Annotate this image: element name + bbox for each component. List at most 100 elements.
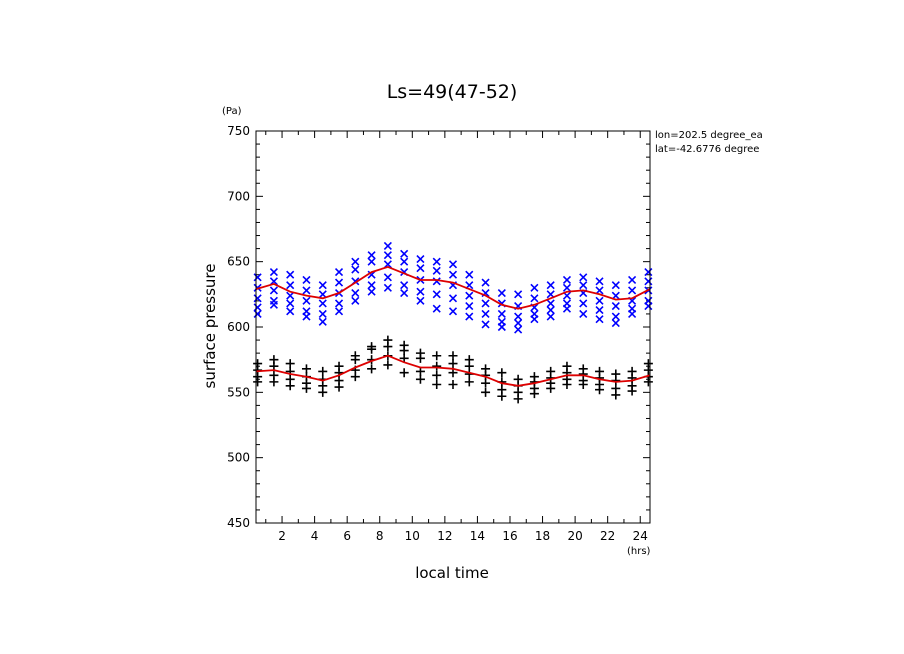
x-marker-point — [400, 288, 409, 298]
plus-marker-point — [367, 344, 377, 354]
x-marker-point — [611, 302, 620, 311]
x-marker-point — [286, 281, 295, 290]
x-marker-point — [546, 281, 555, 290]
x-tick-label: 16 — [502, 529, 517, 543]
plus-marker-point — [562, 379, 572, 389]
x-marker-point — [530, 294, 539, 303]
x-marker-point — [481, 320, 490, 329]
plus-marker-point — [513, 394, 523, 404]
y-tick-label: 750 — [227, 124, 250, 138]
x-marker-point — [465, 291, 474, 300]
x-marker-point — [367, 251, 376, 260]
chart-title: Ls=49(47-52) — [387, 81, 518, 103]
x-tick-label: 20 — [567, 529, 582, 543]
lat-annotation: lat=-42.6776 degree — [655, 144, 759, 155]
x-marker-point — [383, 260, 392, 269]
x-marker-point — [318, 309, 327, 318]
plus-marker-point — [350, 372, 360, 382]
y-tick-label: 500 — [227, 451, 250, 465]
x-marker-point — [351, 265, 360, 274]
x-marker-point — [318, 317, 327, 326]
plus-marker-point — [448, 351, 458, 361]
plus-marker-point — [318, 366, 328, 376]
x-marker-point — [302, 286, 311, 295]
x-marker-point — [530, 283, 539, 292]
x-marker-point — [383, 241, 392, 251]
x-marker-point — [269, 268, 278, 277]
x-marker-point — [562, 275, 572, 285]
x-marker-point — [530, 315, 539, 324]
x-tick-label: 10 — [405, 529, 420, 543]
plus-marker-point — [448, 379, 458, 389]
x-marker-point — [497, 288, 506, 298]
x-marker-point — [269, 286, 278, 295]
x-marker-point — [595, 277, 604, 286]
x-marker-point — [286, 291, 295, 300]
x-marker-point — [286, 299, 295, 308]
x-marker-point — [644, 277, 653, 286]
x-marker-point — [400, 249, 409, 258]
x-marker-point — [253, 309, 262, 318]
x-marker-point — [546, 305, 555, 315]
x-marker-point — [628, 309, 637, 318]
x-marker-point — [448, 294, 458, 303]
x-marker-point — [546, 299, 555, 308]
x-marker-point — [465, 270, 474, 279]
x-marker-point — [514, 290, 523, 299]
plus-marker-point — [269, 377, 279, 387]
x-marker-point — [497, 309, 506, 318]
plus-marker-point — [432, 379, 442, 389]
x-marker-point — [416, 254, 425, 264]
plus-marker-point — [383, 342, 393, 352]
plus-marker-point — [367, 364, 377, 374]
x-marker-point — [579, 309, 588, 318]
x-marker-point — [334, 268, 344, 277]
plus-marker-point — [334, 382, 344, 392]
y-tick-label: 600 — [227, 320, 250, 334]
x-marker-point — [334, 299, 344, 308]
x-marker-point — [367, 270, 376, 279]
plus-marker-point — [578, 379, 588, 389]
plus-marker-point — [350, 355, 360, 365]
x-marker-point — [595, 296, 604, 305]
x-marker-point — [334, 307, 344, 316]
plus-marker-point — [481, 378, 491, 388]
x-marker-point — [383, 283, 392, 292]
x-marker-point — [514, 325, 523, 334]
x-tick-label: 24 — [633, 529, 648, 543]
y-tick-label: 550 — [227, 385, 250, 399]
x-marker-point — [286, 270, 295, 279]
x-marker-point — [579, 273, 588, 282]
x-marker-point — [579, 281, 588, 290]
plus-marker-point — [497, 391, 507, 401]
x-marker-point — [302, 296, 311, 305]
plus-marker-point — [415, 374, 425, 384]
x-marker-point — [286, 307, 295, 316]
x-marker-point — [595, 286, 604, 295]
x-marker-point — [628, 286, 637, 295]
plus-marker-point — [285, 359, 295, 369]
x-marker-point — [481, 299, 490, 308]
x-marker-point — [367, 281, 376, 290]
x-marker-point — [497, 322, 506, 332]
x-marker-point — [562, 304, 572, 313]
x-marker-point — [367, 287, 376, 296]
x-marker-point — [269, 300, 278, 309]
x-marker-point — [562, 283, 572, 292]
x-marker-point — [465, 302, 474, 311]
plus-marker-point — [627, 386, 637, 396]
x-marker-point — [448, 270, 458, 279]
x-marker-point — [318, 299, 327, 308]
x-marker-point — [546, 312, 555, 321]
x-tick-label: 22 — [600, 529, 615, 543]
plot-frame — [255, 130, 651, 524]
plus-marker-point — [285, 381, 295, 391]
y-axis-label: surface pressure — [201, 264, 219, 389]
x-marker-point — [595, 315, 604, 324]
x-axis-label: local time — [415, 564, 489, 582]
plus-marker-point — [383, 360, 393, 370]
x-tick-label: 2 — [278, 529, 286, 543]
plus-marker-point — [481, 387, 491, 397]
plus-marker-point — [253, 377, 263, 387]
x-marker-point — [318, 281, 327, 290]
